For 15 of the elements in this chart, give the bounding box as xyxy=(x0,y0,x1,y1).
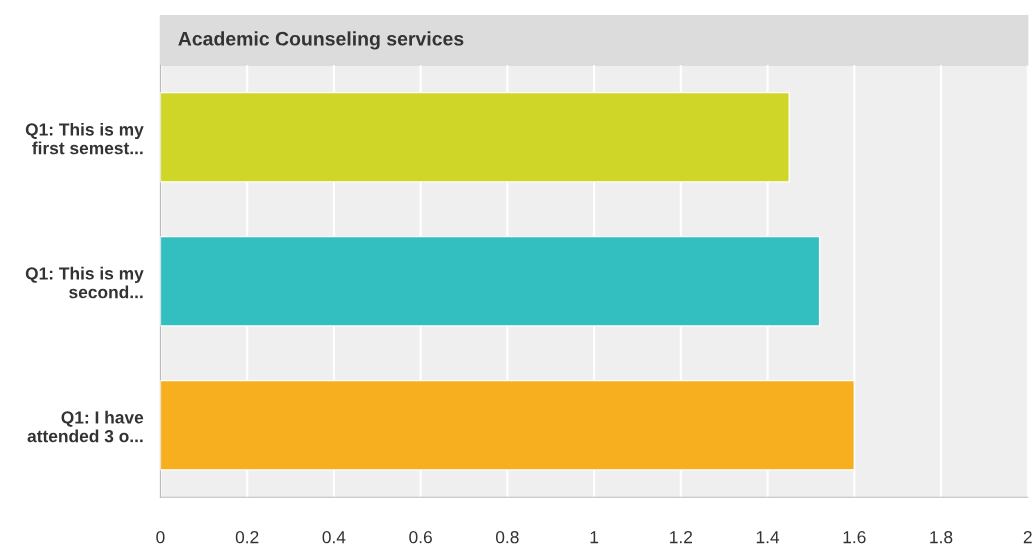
x-tick-label: 1.6 xyxy=(843,531,866,544)
x-tick-label: 0.4 xyxy=(322,531,346,544)
x-tick-label: 1 xyxy=(590,531,599,544)
x-tick-label: 1.2 xyxy=(670,531,693,544)
x-tick-label: 0.8 xyxy=(495,531,519,544)
x-tick-label: 1.8 xyxy=(930,531,953,544)
x-tick-label: 0.6 xyxy=(409,531,432,544)
x-tick-label: 0 xyxy=(156,531,165,544)
y-tick-label: Q1: This is my first semest... xyxy=(25,122,144,155)
x-tick-label: 2 xyxy=(1023,531,1032,544)
y-tick-label: Q1: I have attended 3 o... xyxy=(27,410,144,443)
x-tick-label: 1.4 xyxy=(756,531,780,544)
y-tick-label: Q1: This is my second... xyxy=(25,266,144,299)
x-tick-label: 0.2 xyxy=(235,531,259,544)
chart-title: Academic Counseling services xyxy=(178,31,464,50)
